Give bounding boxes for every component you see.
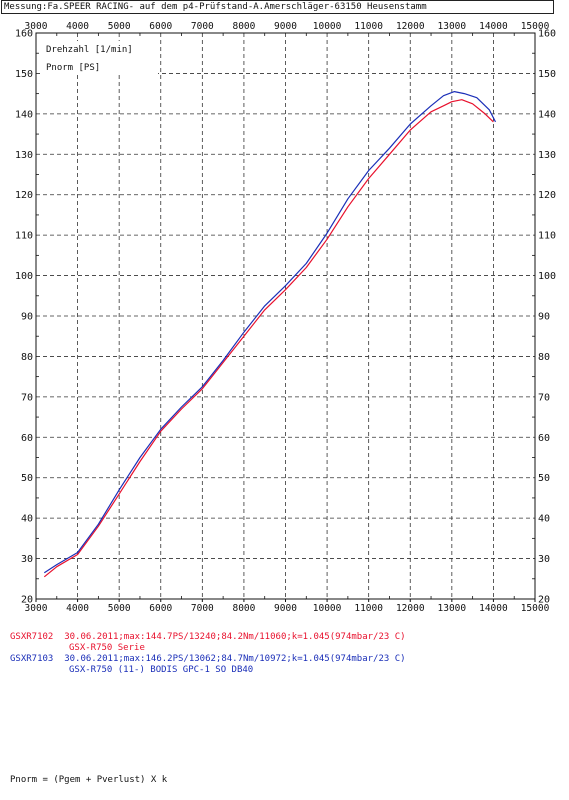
- legend-entry-1: GSXR7102 30.06.2011;max:144.7PS/13240;84…: [10, 632, 406, 643]
- y-tick-label-left: 150: [15, 69, 33, 80]
- x-tick-label-top: 14000: [479, 21, 508, 32]
- y-tick-label-left: 30: [21, 554, 33, 565]
- y-tick-label-right: 100: [538, 271, 556, 282]
- y-tick-label-right: 90: [538, 312, 550, 323]
- x-tick-label-bottom: 6000: [149, 603, 172, 614]
- y-tick-label-right: 60: [538, 433, 550, 444]
- chart-series: [43, 90, 497, 578]
- legend-entry-2-id: GSXR7103: [10, 654, 54, 664]
- measurement-header: Messung:Fa.SPEER RACING- auf dem p4-Prüf…: [1, 0, 554, 14]
- x-tick-label-bottom: 8000: [232, 603, 255, 614]
- y-tick-label-left: 160: [15, 29, 33, 40]
- x-tick-label-top: 11000: [354, 21, 383, 32]
- x-tick-label-bottom: 7000: [191, 603, 214, 614]
- chart-ticks: 3000 3000 4000 4000 5000 5000 6000 6000 7000 7000…: [15, 21, 556, 614]
- y-tick-label-right: 160: [538, 29, 556, 40]
- x-axis-label: Drehzahl [1/min]: [46, 45, 133, 55]
- x-tick-label-top: 5000: [108, 21, 131, 32]
- x-tick-label-top: 13000: [438, 21, 467, 32]
- x-tick-label-bottom: 15000: [521, 603, 550, 614]
- legend-entry-1-details: 30.06.2011;max:144.7PS/13240;84.2Nm/1106…: [64, 632, 406, 642]
- y-tick-label-right: 50: [538, 473, 550, 484]
- y-tick-label-right: 120: [538, 190, 556, 201]
- x-tick-label-bottom: 12000: [396, 603, 425, 614]
- measurement-header-text: Messung:Fa.SPEER RACING- auf dem p4-Prüf…: [4, 2, 427, 12]
- y-tick-label-left: 20: [21, 595, 33, 606]
- legend-entry-1-vehicle: GSX-R750 Serie: [69, 643, 145, 653]
- x-tick-label-bottom: 3000: [25, 603, 48, 614]
- x-tick-label-top: 15000: [521, 21, 550, 32]
- x-tick-label-top: 10000: [313, 21, 342, 32]
- y-tick-label-left: 120: [15, 190, 33, 201]
- legend-entry-2-vehicle: GSX-R750 (11-) BODIS GPC-1 SO DB40: [69, 665, 254, 675]
- y-tick-label-right: 150: [538, 69, 556, 80]
- legend-entry-2-details: 30.06.2011;max:146.2PS/13062;84.7Nm/1097…: [64, 654, 406, 664]
- x-tick-label-bottom: 10000: [313, 603, 342, 614]
- x-tick-label-bottom: 9000: [274, 603, 297, 614]
- y-tick-label-left: 90: [21, 312, 33, 323]
- y-tick-label-left: 140: [15, 109, 33, 120]
- y-tick-label-left: 70: [21, 392, 33, 403]
- y-tick-label-left: 60: [21, 433, 33, 444]
- series-line-gsxr7103: [43, 90, 497, 574]
- y-tick-label-left: 80: [21, 352, 33, 363]
- y-tick-label-left: 110: [15, 231, 33, 242]
- y-tick-label-left: 130: [15, 150, 33, 161]
- chart-grid: [36, 33, 535, 599]
- power-formula: Pnorm = (Pgem + Pverlust) X k: [10, 775, 168, 785]
- series-line-gsxr7102: [43, 99, 494, 578]
- x-tick-label-top: 7000: [191, 21, 214, 32]
- y-tick-label-left: 50: [21, 473, 33, 484]
- x-tick-label-bottom: 4000: [66, 603, 89, 614]
- x-tick-label-bottom: 11000: [354, 603, 383, 614]
- y-tick-label-right: 20: [538, 595, 550, 606]
- x-tick-label-bottom: 13000: [438, 603, 467, 614]
- x-tick-label-top: 4000: [66, 21, 89, 32]
- y-tick-label-right: 110: [538, 231, 556, 242]
- y-axis-label: Pnorm [PS]: [46, 63, 100, 73]
- y-tick-label-right: 140: [538, 109, 556, 120]
- x-tick-label-top: 12000: [396, 21, 425, 32]
- y-tick-label-left: 100: [15, 271, 33, 282]
- x-tick-label-bottom: 14000: [479, 603, 508, 614]
- y-tick-label-right: 130: [538, 150, 556, 161]
- x-tick-label-top: 9000: [274, 21, 297, 32]
- chart-labels: Drehzahl [1/min] Pnorm [PS]: [40, 41, 158, 75]
- y-tick-label-left: 40: [21, 514, 33, 525]
- y-tick-label-right: 80: [538, 352, 550, 363]
- y-tick-label-right: 70: [538, 392, 550, 403]
- y-tick-label-right: 30: [538, 554, 550, 565]
- power-curve-chart: 3000 3000 4000 4000 5000 5000 6000 6000 7000 7000…: [15, 21, 556, 614]
- x-tick-label-top: 8000: [232, 21, 255, 32]
- x-tick-label-top: 6000: [149, 21, 172, 32]
- x-tick-label-top: 3000: [25, 21, 48, 32]
- y-tick-label-right: 40: [538, 514, 550, 525]
- legend-entry-1-id: GSXR7102: [10, 632, 54, 642]
- legend-entry-2: GSXR7103 30.06.2011;max:146.2PS/13062;84…: [10, 654, 406, 665]
- x-tick-label-bottom: 5000: [108, 603, 131, 614]
